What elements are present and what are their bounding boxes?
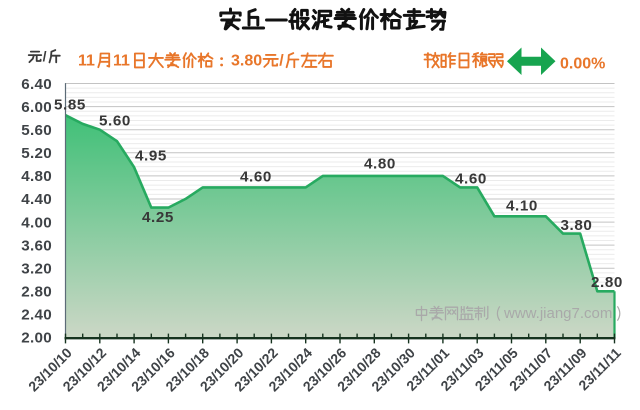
svg-text:5.60: 5.60: [21, 122, 52, 139]
svg-text:2.00: 2.00: [21, 330, 52, 347]
svg-text:5.20: 5.20: [21, 145, 52, 162]
svg-text:4.60: 4.60: [455, 170, 487, 187]
svg-text:3.80: 3.80: [561, 217, 593, 234]
svg-text:4.00: 4.00: [21, 214, 52, 231]
svg-text:4.60: 4.60: [240, 168, 272, 185]
svg-text:www.jiang7.com: www.jiang7.com: [503, 305, 612, 322]
svg-text:6.40: 6.40: [21, 76, 52, 93]
svg-text:/: /: [43, 48, 47, 64]
svg-text:4.10: 4.10: [506, 197, 538, 214]
svg-text:6.00: 6.00: [21, 99, 52, 116]
svg-text:4.40: 4.40: [21, 191, 52, 208]
svg-text:4.25: 4.25: [142, 209, 174, 226]
svg-text:/: /: [279, 52, 284, 69]
svg-text:5.60: 5.60: [99, 112, 131, 129]
svg-text:11: 11: [78, 52, 95, 69]
svg-text:11: 11: [113, 52, 130, 69]
svg-text:0.00%: 0.00%: [560, 55, 605, 72]
svg-text:3.20: 3.20: [21, 260, 52, 277]
svg-text:4.95: 4.95: [135, 147, 167, 164]
svg-text:2.80: 2.80: [591, 274, 623, 291]
svg-text:3.80: 3.80: [231, 52, 262, 69]
svg-text:3.60: 3.60: [21, 237, 52, 254]
svg-text:4.80: 4.80: [364, 155, 396, 172]
svg-text:2.40: 2.40: [21, 307, 52, 324]
svg-text:4.80: 4.80: [21, 168, 52, 185]
svg-text:5.85: 5.85: [54, 96, 86, 113]
svg-text:2.80: 2.80: [21, 284, 52, 301]
